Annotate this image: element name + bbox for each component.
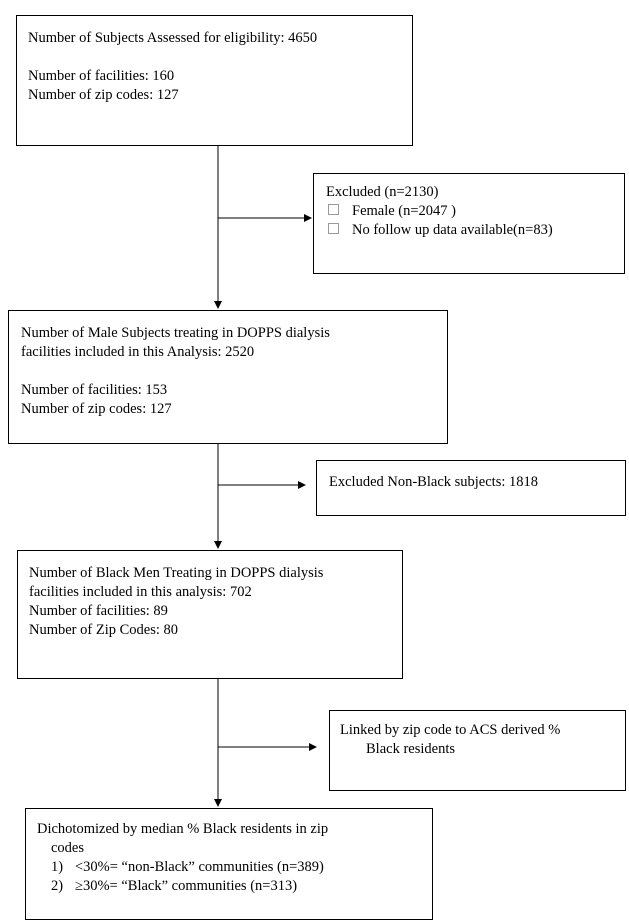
dichotomized-box: Dichotomized by median % Black residents… — [25, 808, 433, 920]
linked-line1: Linked by zip code to ACS derived % — [340, 722, 561, 738]
assessed-zip-codes: Number of zip codes: 127 — [28, 87, 179, 103]
assessed-box: Number of Subjects Assessed for eligibil… — [16, 15, 413, 146]
black-men-line2: facilities included in this analysis: 70… — [29, 584, 252, 600]
checkbox-icon — [328, 204, 339, 215]
excluded-item-no-follow-up: No follow up data available(n=83) — [326, 221, 624, 240]
excluded-title: Excluded (n=2130) — [326, 184, 439, 200]
dichotomized-item-2: 2) ≥30%= “Black” communities (n=313) — [51, 878, 298, 894]
linked-line2: Black residents — [366, 741, 455, 757]
black-men-facilities: Number of facilities: 89 — [29, 603, 168, 619]
black-men-zip-codes: Number of Zip Codes: 80 — [29, 622, 179, 638]
black-men-line1: Number of Black Men Treating in DOPPS di… — [29, 565, 324, 581]
dichotomized-item-1: 1) <30%= “non-Black” communities (n=389) — [51, 859, 324, 875]
black-men-box: Number of Black Men Treating in DOPPS di… — [17, 550, 403, 679]
male-facilities: Number of facilities: 153 — [21, 382, 168, 398]
male-subjects-box: Number of Male Subjects treating in DOPP… — [8, 310, 448, 444]
dichotomized-line1: Dichotomized by median % Black residents… — [37, 821, 329, 837]
male-subjects-line2: facilities included in this Analysis: 25… — [21, 344, 255, 360]
excluded-box-2: Excluded Non-Black subjects: 1818 — [316, 460, 626, 516]
excluded-item-female: Female (n=2047 ) — [326, 202, 624, 221]
linked-box: Linked by zip code to ACS derived % Blac… — [329, 710, 626, 791]
male-subjects-line1: Number of Male Subjects treating in DOPP… — [21, 325, 330, 341]
male-zip-codes: Number of zip codes: 127 — [21, 401, 172, 417]
excluded-box-1: Excluded (n=2130) Female (n=2047 ) No fo… — [313, 173, 625, 274]
assessed-subjects: Number of Subjects Assessed for eligibil… — [28, 30, 318, 46]
checkbox-icon — [328, 223, 339, 234]
assessed-facilities: Number of facilities: 160 — [28, 68, 175, 84]
excluded-non-black: Excluded Non-Black subjects: 1818 — [329, 474, 538, 490]
dichotomized-line2: codes — [51, 840, 85, 856]
